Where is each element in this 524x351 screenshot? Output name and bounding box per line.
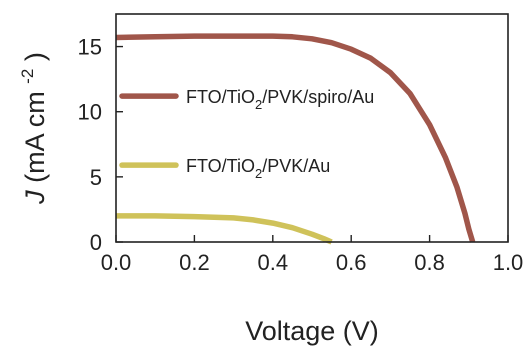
x-axis-label: Voltage (V) — [245, 316, 379, 346]
legend-label-subscript: 2 — [255, 97, 262, 112]
y-axis-label: J (mA cm -2 ) — [9, 52, 50, 205]
legend-label-part: /PVK/spiro/Au — [262, 87, 374, 107]
y-tick-label: 0 — [90, 230, 102, 255]
x-tick-label: 1.0 — [493, 250, 524, 275]
y-axis-label-symbol: J — [20, 190, 50, 205]
legend-label-0: FTO/TiO2/PVK/spiro/Au — [186, 87, 374, 112]
legend-label-part: FTO/TiO — [186, 156, 255, 176]
y-axis-label-unit-text: (mA cm — [20, 91, 50, 183]
x-tick-label: 0.4 — [258, 250, 289, 275]
series-layer — [115, 33, 476, 245]
legend-label-part: /PVK/Au — [262, 156, 330, 176]
y-tick-label: 5 — [90, 165, 102, 190]
x-tick-label: 0.6 — [336, 250, 367, 275]
y-tick-label: 10 — [78, 100, 102, 125]
series-line-1 — [116, 213, 333, 245]
axes-layer: 0.0 0.2 0.4 0.6 0.8 1.0 0 5 10 15 — [78, 35, 524, 275]
y-axis-label-exponent: -2 — [18, 69, 37, 84]
legend-label-subscript: 2 — [255, 166, 262, 181]
legend-label-1: FTO/TiO2/PVK/Au — [186, 156, 330, 181]
y-tick-label: 15 — [78, 35, 102, 60]
legend-label-part: FTO/TiO — [186, 87, 255, 107]
plot-frame — [115, 13, 509, 243]
y-axis-label-close: ) — [20, 52, 50, 61]
x-tick-label: 0.0 — [101, 250, 132, 275]
series-line-0 — [115, 33, 476, 243]
x-tick-label: 0.8 — [414, 250, 445, 275]
x-tick-label: 0.2 — [179, 250, 210, 275]
